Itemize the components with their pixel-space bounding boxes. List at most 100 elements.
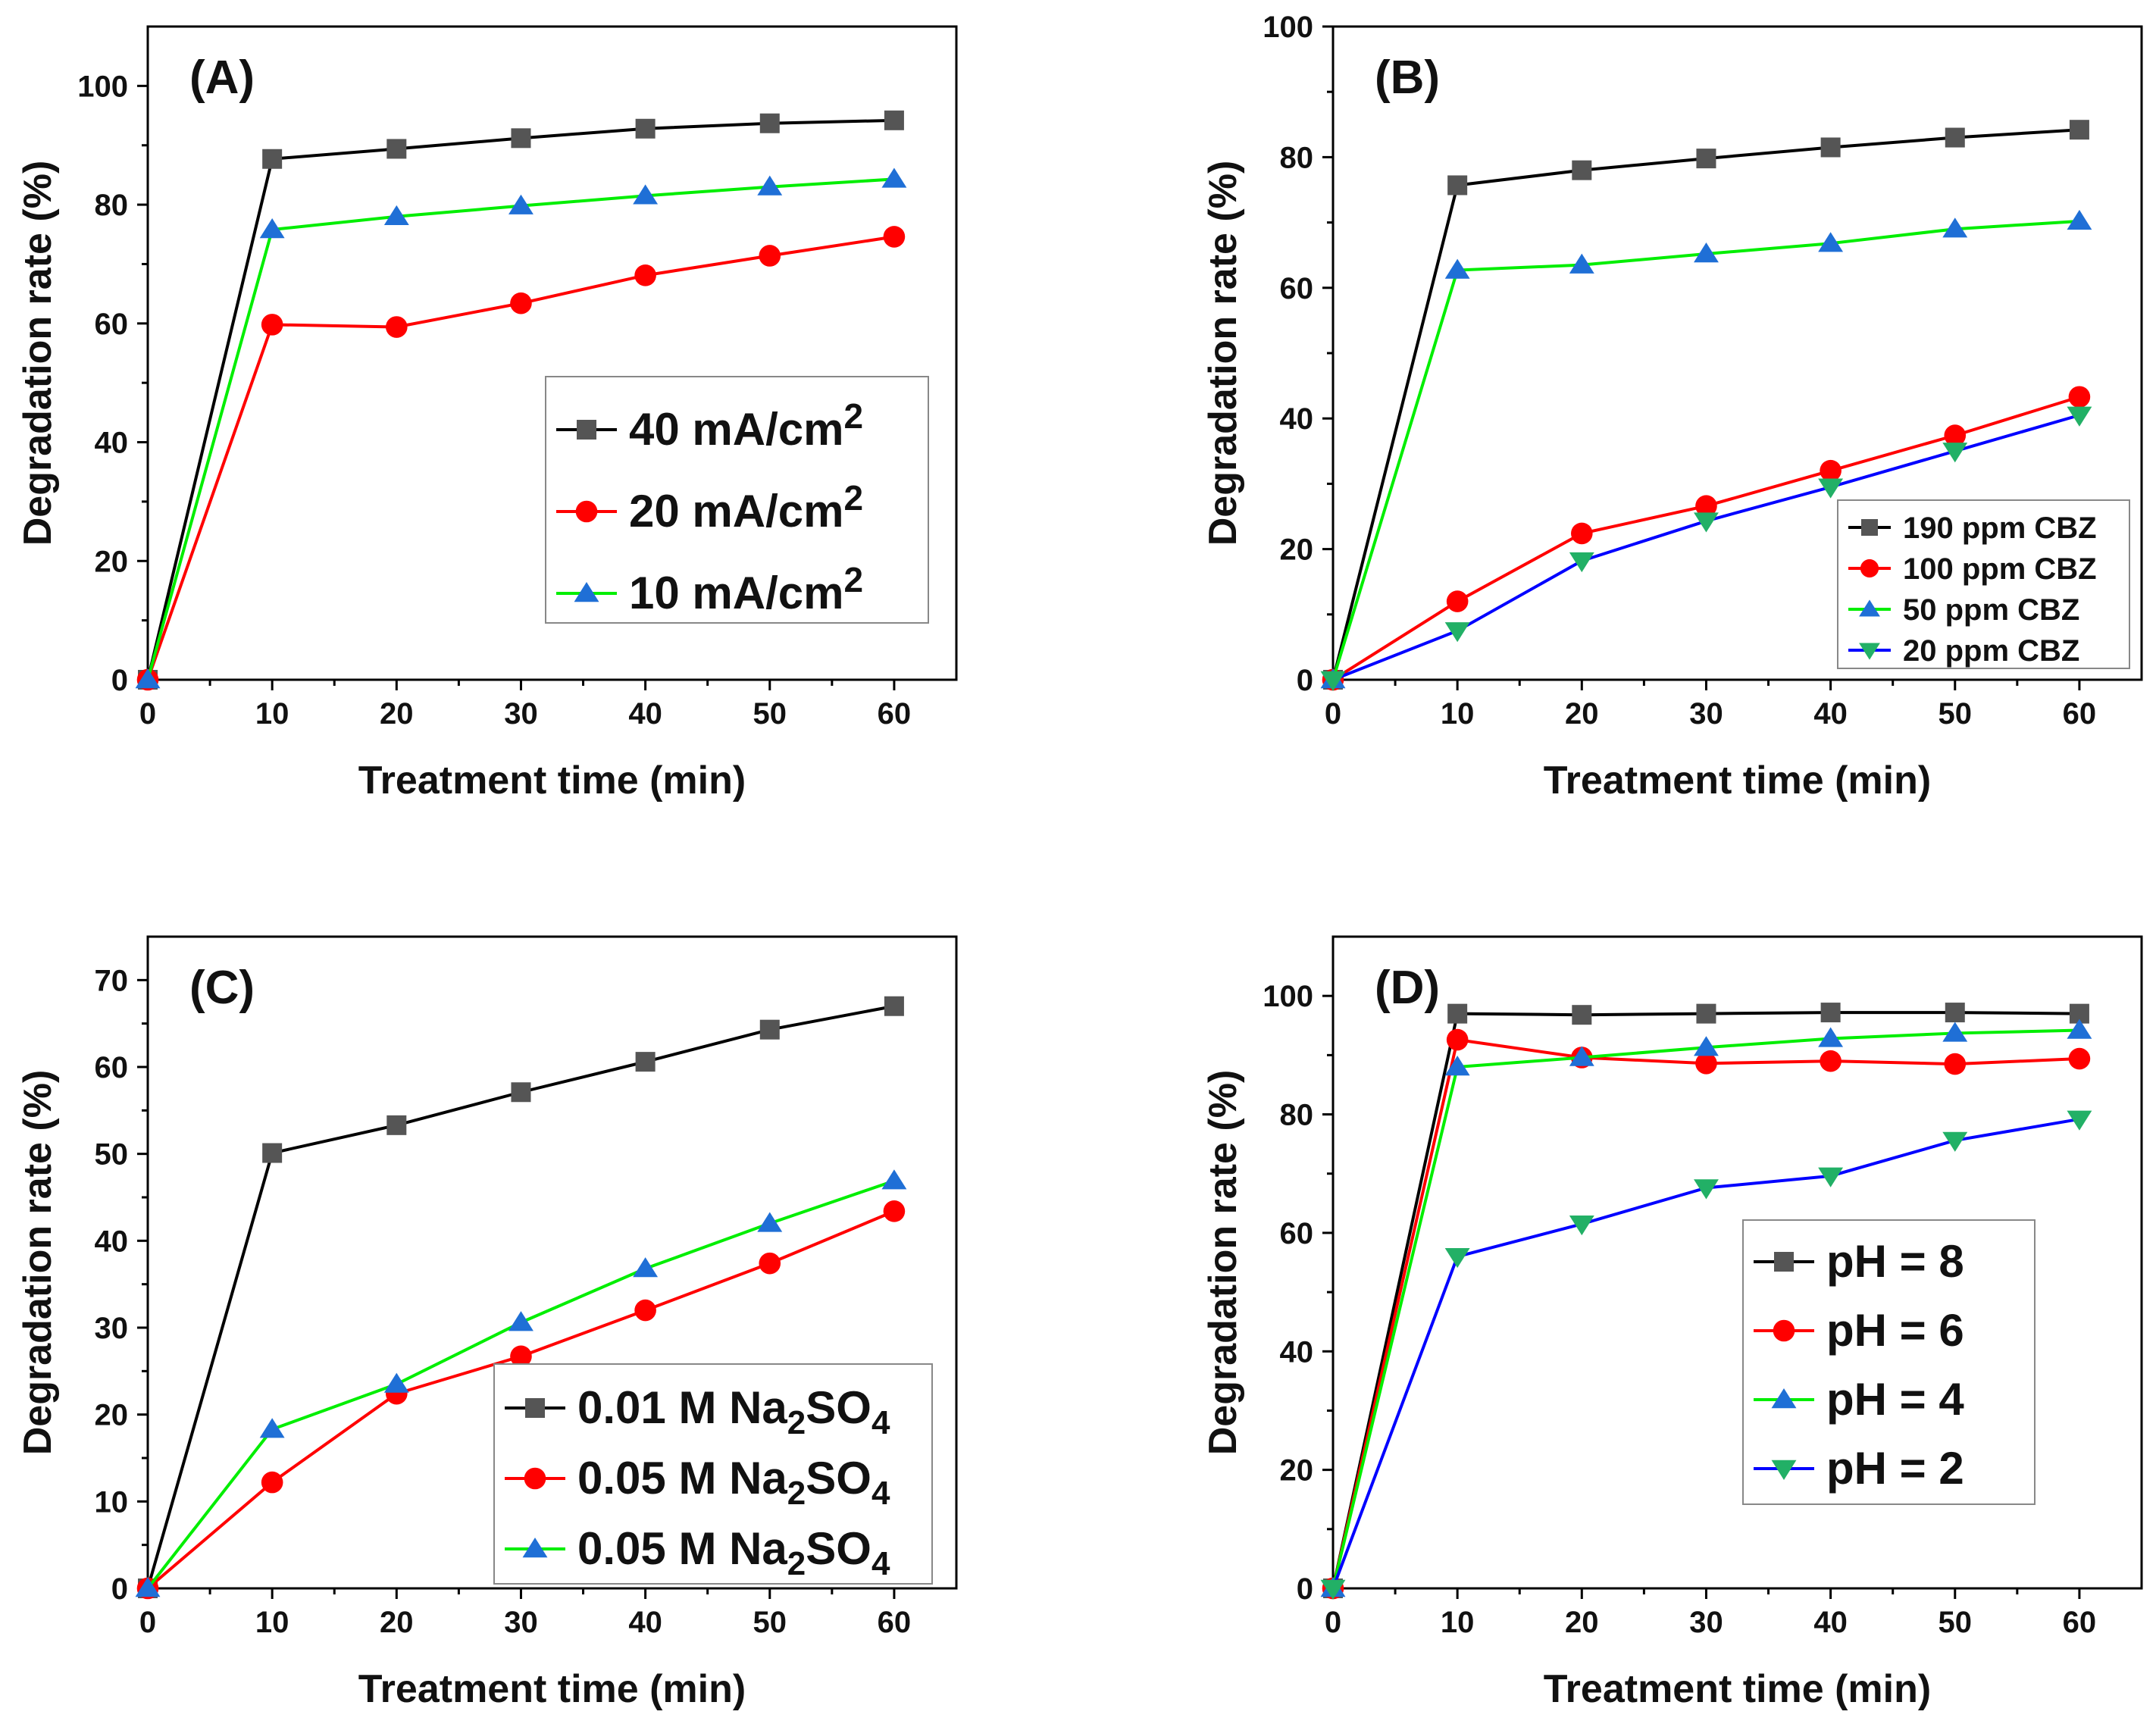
- y-tick-label: 100: [1263, 980, 1313, 1013]
- x-tick-label: 10: [1441, 697, 1475, 731]
- data-point: [1446, 1028, 1469, 1051]
- data-point: [1695, 1053, 1717, 1075]
- y-tick-label: 70: [95, 964, 129, 997]
- data-point: [511, 1082, 531, 1103]
- data-point: [262, 149, 283, 169]
- data-point: [2067, 209, 2092, 230]
- plot-frame: [1331, 935, 2143, 1590]
- y-tick-label: 10: [95, 1485, 129, 1519]
- y-tick-label: 40: [95, 427, 129, 460]
- legend-label: 190 ppm CBZ: [1903, 512, 2097, 545]
- data-point: [1944, 1053, 1967, 1075]
- x-tick-label: 30: [504, 697, 538, 731]
- x-tick-label: 0: [1325, 1606, 1341, 1639]
- y-tick-label: 20: [1280, 533, 1314, 567]
- data-point: [1942, 443, 1968, 463]
- data-point: [1818, 1167, 1844, 1187]
- data-point: [1818, 478, 1844, 499]
- legend-marker: [577, 420, 596, 440]
- data-point: [1942, 1131, 1968, 1152]
- legend-label: 100 ppm CBZ: [1903, 552, 2097, 586]
- x-tick-label: 40: [1813, 1606, 1848, 1639]
- legend-label: 40 mA/cm2: [629, 396, 863, 455]
- data-point: [1942, 217, 1968, 238]
- data-point: [261, 314, 283, 336]
- data-point: [383, 205, 409, 225]
- data-point: [1444, 1056, 1470, 1076]
- y-tick-label: 20: [95, 545, 129, 578]
- legend-label: pH = 4: [1826, 1374, 1964, 1425]
- data-point: [1818, 1027, 1844, 1047]
- panel-label: (C): [189, 962, 255, 1014]
- panel-label: (B): [1375, 52, 1440, 104]
- x-tick-label: 20: [380, 1606, 414, 1639]
- legend-marker: [575, 500, 598, 523]
- data-point: [1569, 552, 1594, 573]
- x-axis-title: Treatment time (min): [1544, 1667, 1931, 1711]
- data-point: [1694, 512, 1719, 533]
- x-tick-label: 0: [139, 1606, 156, 1639]
- x-tick-label: 20: [1565, 697, 1599, 731]
- y-tick-label: 0: [111, 1572, 128, 1606]
- data-point: [1945, 1003, 1965, 1023]
- legend-label: 10 mA/cm2: [629, 560, 863, 618]
- x-tick-label: 60: [2063, 697, 2097, 731]
- y-tick-label: 100: [77, 70, 128, 103]
- plot-frame: [146, 935, 958, 1590]
- x-axis-title: Treatment time (min): [1544, 759, 1931, 803]
- y-tick-label: 60: [95, 308, 129, 341]
- legend-label: 0.01 M Na2SO4: [577, 1382, 890, 1441]
- legend-marker: [524, 1467, 546, 1490]
- chart-panel-2: 0 10 20 30 40 50 60 0 20 40 60 80 100 Treatment time …: [1201, 11, 2143, 803]
- legend: 190 ppm CBZ 100 ppm CBZ 50 ppm CBZ 20 ppm C…: [1837, 499, 2130, 669]
- data-point: [634, 264, 656, 286]
- data-point: [510, 292, 532, 314]
- x-tick-label: 20: [380, 697, 414, 731]
- data-point: [1820, 1050, 1842, 1072]
- data-point: [1694, 242, 1719, 263]
- series-3: [1320, 209, 2092, 689]
- data-point: [259, 218, 285, 239]
- data-point: [635, 118, 656, 139]
- data-point: [1694, 1179, 1719, 1200]
- x-tick-label: 30: [1689, 697, 1723, 731]
- data-point: [508, 1311, 534, 1331]
- series-3: [135, 167, 907, 689]
- data-point: [386, 1115, 407, 1135]
- data-point: [884, 996, 904, 1016]
- x-tick-label: 10: [1441, 1606, 1475, 1639]
- data-point: [883, 226, 906, 248]
- data-point: [1820, 1003, 1841, 1023]
- data-point: [386, 316, 408, 338]
- legend-label: pH = 2: [1826, 1443, 1964, 1494]
- x-tick-label: 10: [255, 697, 289, 731]
- x-tick-label: 50: [753, 697, 787, 731]
- data-point: [1696, 149, 1716, 169]
- data-point: [759, 1019, 780, 1040]
- data-point: [511, 128, 531, 149]
- y-tick-label: 60: [1280, 1217, 1314, 1250]
- legend-marker: [1771, 1388, 1797, 1409]
- data-point: [135, 1577, 161, 1597]
- legend: 0.01 M Na2SO4 0.05 M Na2SO4 0.05 M Na2SO4: [493, 1363, 933, 1585]
- legend-box: [545, 376, 929, 624]
- data-point: [1446, 590, 1469, 612]
- data-point: [1447, 1003, 1468, 1024]
- y-tick-label: 40: [95, 1225, 129, 1258]
- data-point: [261, 1471, 283, 1494]
- data-point: [759, 113, 780, 133]
- y-tick-label: 0: [111, 664, 128, 697]
- data-point: [1572, 160, 1592, 180]
- y-axis-title: Degradation rate (%): [16, 1070, 60, 1456]
- series-2: [136, 1200, 906, 1600]
- y-tick-label: 80: [1280, 1099, 1314, 1132]
- data-point: [508, 194, 534, 214]
- data-point: [1572, 1005, 1592, 1025]
- data-point: [1571, 522, 1593, 545]
- y-tick-label: 80: [95, 189, 129, 222]
- x-tick-label: 10: [255, 1606, 289, 1639]
- x-tick-label: 50: [1939, 1606, 1973, 1639]
- panel-label: (A): [189, 52, 255, 104]
- y-tick-label: 100: [1263, 11, 1313, 44]
- series-4: [1320, 1110, 2092, 1600]
